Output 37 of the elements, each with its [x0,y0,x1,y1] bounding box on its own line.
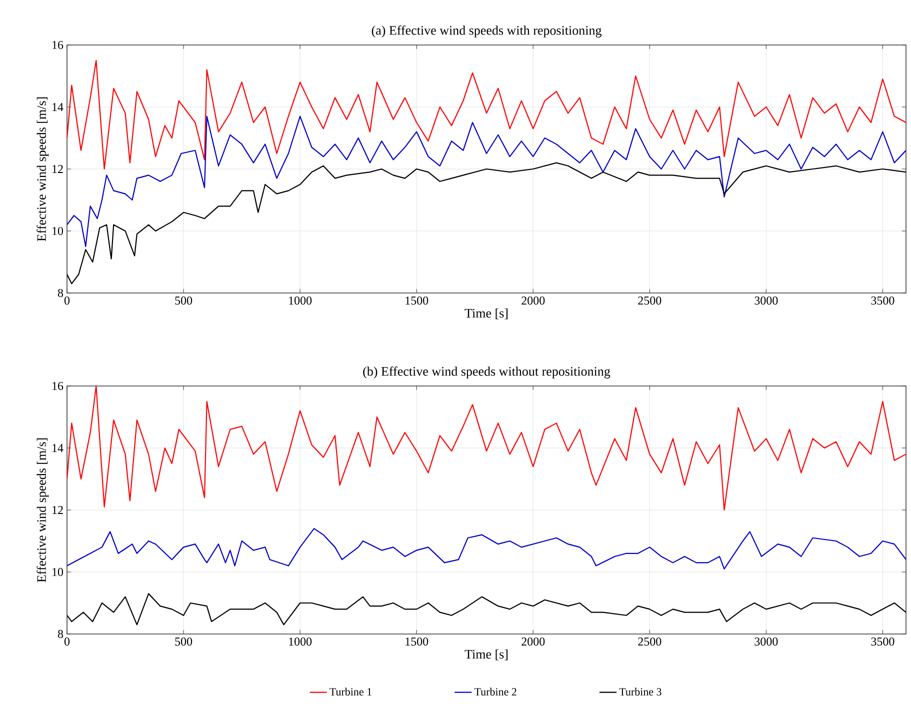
y-tick-label: 14 [52,444,64,452]
chart-title: (b) Effective wind speeds without repositioning [363,366,610,378]
legend-label: Turbine 3 [619,688,662,696]
x-tick-label: 500 [175,638,192,646]
line-series [67,386,906,511]
x-tick-label: 1500 [406,638,428,646]
y-tick-label: 16 [52,40,64,50]
y-tick-label: 10 [52,568,64,576]
x-tick-label: 3000 [754,638,778,646]
x-axis-title: Time [s] [464,649,508,660]
x-tick-label: 2500 [638,638,662,646]
x-tick-label: 0 [64,638,70,646]
y-tick-label: 8 [58,630,64,638]
x-tick-label: 1000 [289,296,312,305]
y-tick-label: 12 [52,165,63,173]
x-tick-label: 3500 [871,638,894,646]
y-axis-title: Effective wind speeds [m/s] [36,97,49,242]
line-series [67,60,906,170]
x-axis-title: Time [s] [464,308,508,320]
y-tick-label: 14 [52,103,64,111]
y-tick-label: 16 [52,382,64,390]
x-tick-label: 1500 [406,296,428,305]
x-tick-label: 0 [64,296,70,305]
y-tick-label: 10 [52,226,64,236]
x-tick-label: 2000 [522,638,545,646]
x-tick-label: 2000 [522,296,545,305]
x-tick-label: 1000 [289,638,312,646]
y-tick-label: 8 [58,288,64,298]
y-axis-title: Effective wind speeds [m/s] [36,438,49,582]
y-tick-label: 12 [52,506,63,514]
chart-title: (a) Effective wind speeds with repositioning [372,25,602,38]
legend-label: Turbine 1 [330,688,372,696]
x-tick-label: 500 [175,296,192,305]
x-tick-label: 2500 [638,296,662,305]
x-tick-label: 3500 [871,296,894,305]
legend-label: Turbine 2 [474,688,516,696]
x-tick-label: 3000 [754,296,778,305]
